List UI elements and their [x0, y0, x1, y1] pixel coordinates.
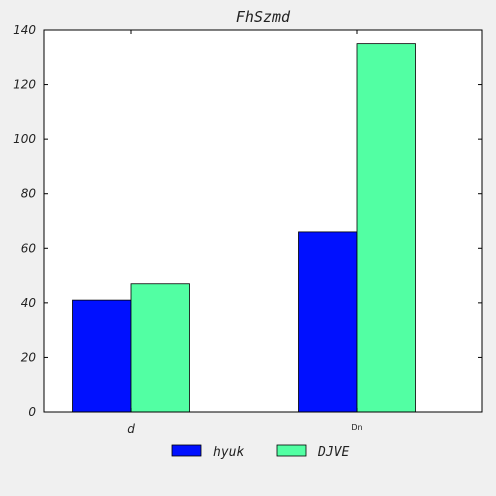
legend: hyuk DJVE — [171, 444, 349, 460]
plot-frame — [43, 29, 483, 413]
ytick-label: 20 — [21, 350, 37, 364]
legend-swatch-DJVE — [276, 444, 307, 457]
ytick-label: 0 — [28, 405, 36, 419]
xtick-label-d: d — [127, 422, 135, 436]
axes-layer: 0 20 40 60 80 100 120 140 d Dn — [13, 23, 483, 436]
bar-DJVE-d — [130, 283, 190, 413]
ytick-label: 120 — [13, 78, 36, 92]
ytick-label: 40 — [21, 296, 37, 310]
ytick-label: 140 — [13, 23, 36, 37]
legend-swatch-hyuk — [171, 444, 202, 457]
ytick-label: 80 — [21, 187, 37, 201]
ytick-label: 100 — [13, 132, 36, 146]
bar-hyuk-d — [72, 299, 132, 413]
ytick-label: 60 — [21, 241, 37, 255]
xtick-label-Dn: Dn — [351, 423, 362, 432]
bar-DJVE-Dn — [356, 43, 416, 413]
bars-layer — [72, 43, 416, 413]
legend-label-DJVE: DJVE — [317, 445, 349, 460]
legend-label-hyuk: hyuk — [213, 445, 244, 460]
chart-title: FhSzmd — [236, 8, 291, 26]
bar-hyuk-Dn — [298, 231, 358, 413]
